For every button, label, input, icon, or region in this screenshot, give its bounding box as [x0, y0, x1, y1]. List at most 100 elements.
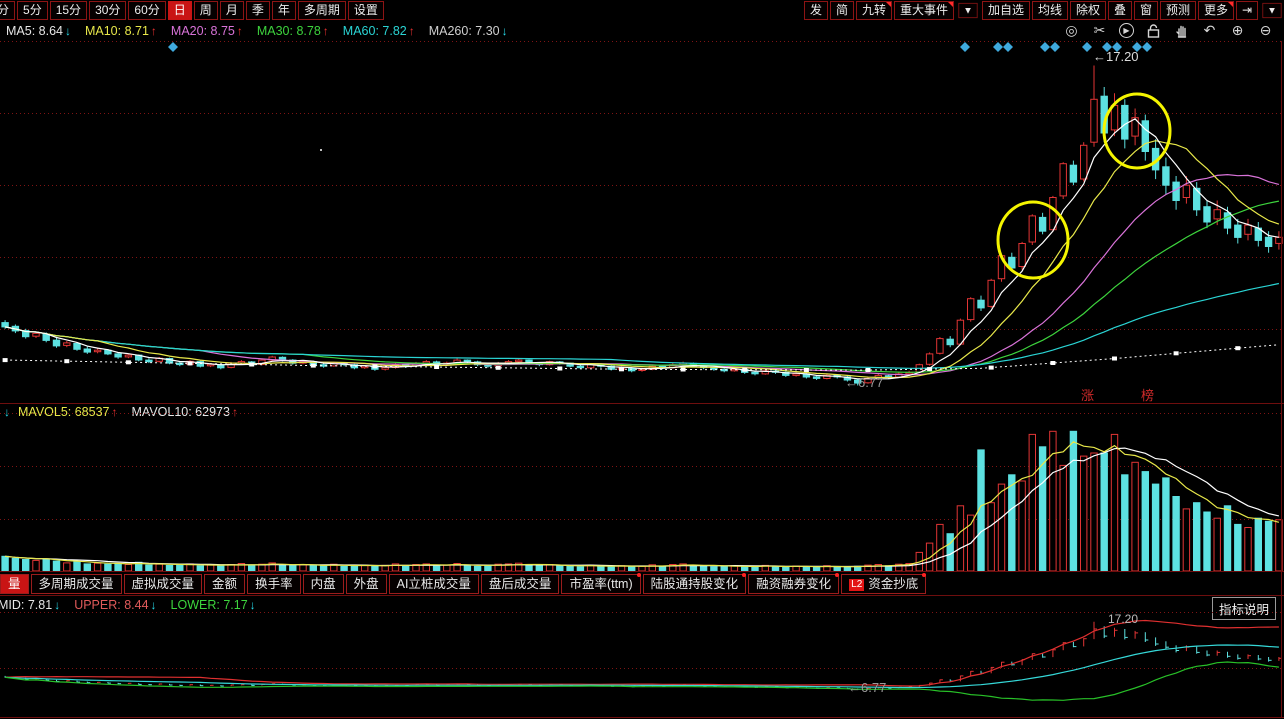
legend-item: MAVOL10: 62973 ↑: [131, 405, 238, 419]
alert-corner-badge: [886, 2, 892, 7]
indicator-tab[interactable]: L2 资金抄底: [841, 573, 927, 594]
period-button-多周期[interactable]: 多周期: [297, 1, 346, 20]
action-button-九转[interactable]: 九转: [856, 1, 893, 20]
rank-label-bang: 榜: [1141, 388, 1155, 403]
down-arrow-icon: ↓: [501, 24, 508, 38]
top-toolbar: 分 5分 15分 30分 60分日周月季年多周期 设置 发简九转 重大事件 ▼ 加自选 均线 除权叠…: [0, 0, 1284, 21]
notification-dot: [922, 573, 927, 577]
chart-tool-strip: ◎ ✂ ▶ ↶ ⊕ ⊖: [1063, 22, 1274, 39]
indicator-tab[interactable]: 外盘: [345, 574, 387, 594]
up-arrow-icon: ↑: [150, 24, 157, 38]
notification-dot: [636, 573, 641, 577]
hand-icon[interactable]: [1173, 22, 1190, 39]
gridline: [0, 519, 1282, 520]
indicator-tab[interactable]: 金额: [204, 574, 246, 594]
indicator-tab[interactable]: 多周期成交量: [30, 574, 122, 594]
action-button-⇥[interactable]: ⇥: [1236, 1, 1259, 20]
period-toolbar: 分 5分 15分 30分 60分日周月季年多周期 设置: [0, 0, 384, 20]
boll-low-label: ←6.77: [848, 680, 887, 695]
lock-icon[interactable]: [1145, 22, 1162, 39]
indicator-tab[interactable]: 盘后成交量: [480, 574, 560, 594]
boll-peak-label: 17.20: [1108, 612, 1139, 626]
volume-bar-chart[interactable]: [0, 408, 1284, 571]
period-button-季[interactable]: 季: [245, 1, 270, 20]
undo-icon[interactable]: ↶: [1203, 22, 1216, 38]
rank-label-zhang: 涨: [1081, 388, 1095, 403]
boll-band-chart[interactable]: [0, 597, 1284, 717]
action-button-caret[interactable]: ▼: [958, 2, 978, 19]
bottom-border: [0, 717, 1284, 718]
indicator-tab-bar: 量多周期成交量 虚拟成交量 金额 换手率 内盘 外盘 AI立桩成交量 盘后成交量 市盈率(ttm…: [0, 573, 1284, 595]
gridline: [0, 329, 1282, 330]
alert-corner-badge: [1228, 2, 1234, 7]
action-button-简[interactable]: 简: [830, 1, 855, 20]
legend-item: MAVOL5: 68537 ↑: [18, 405, 118, 419]
up-arrow-icon: ↑: [322, 24, 329, 38]
indicator-tab[interactable]: 市盈率(ttm): [561, 573, 641, 594]
legend-item: MA60: 7.82 ↑: [342, 24, 415, 38]
low-price-label: ←6.77: [845, 375, 884, 390]
period-button-月[interactable]: 月: [219, 1, 244, 20]
notification-dot: [835, 573, 840, 577]
period-button-5分[interactable]: 5分: [17, 1, 48, 20]
gridline: [0, 413, 1282, 414]
panel-separator: [0, 595, 1284, 596]
period-button-周[interactable]: 周: [193, 1, 218, 20]
scissors-icon[interactable]: ✂: [1093, 22, 1106, 38]
action-button-更多[interactable]: 更多: [1198, 1, 1235, 20]
price-candlestick-chart[interactable]: [0, 41, 1284, 403]
eye-icon[interactable]: ◎: [1065, 22, 1078, 38]
gridline: [0, 113, 1282, 114]
period-button-15分[interactable]: 15分: [49, 1, 88, 20]
gridline: [0, 41, 1282, 42]
gridline: [0, 466, 1282, 467]
zoom-out-icon[interactable]: ⊖: [1259, 22, 1272, 38]
action-button-均线[interactable]: 均线: [1031, 1, 1068, 20]
action-button-发[interactable]: 发: [803, 1, 828, 20]
indicator-tab[interactable]: 换手率: [247, 574, 301, 594]
action-button-窗[interactable]: 窗: [1134, 1, 1159, 20]
indicator-tab[interactable]: 陆股通持股变化: [642, 573, 747, 594]
cursor-dot: [320, 149, 322, 151]
down-arrow-icon: ↓: [150, 598, 157, 612]
period-button-日[interactable]: 日: [167, 1, 192, 20]
gridline: [0, 185, 1282, 186]
volume-legend: ↓ MAVOL5: 68537 ↑ MAVOL10: 62973 ↑: [2, 405, 252, 419]
period-button-30分[interactable]: 30分: [89, 1, 127, 20]
period-button-60分[interactable]: 60分: [128, 1, 166, 20]
action-button-叠[interactable]: 叠: [1107, 1, 1132, 20]
legend-item: MA10: 8.71 ↑: [84, 24, 157, 38]
peak-price-label: ←17.20: [1093, 49, 1139, 64]
action-button-caret[interactable]: ▼: [1262, 2, 1282, 19]
period-button-分[interactable]: 分: [0, 1, 16, 20]
legend-item: LOWER: 7.17 ↓: [170, 598, 256, 612]
down-arrow-icon: ↓: [4, 405, 10, 419]
play-icon[interactable]: ▶: [1119, 23, 1134, 38]
indicator-tab[interactable]: 内盘: [302, 574, 344, 594]
indicator-help-button[interactable]: 指标说明: [1211, 597, 1276, 620]
indicator-tab[interactable]: 融资融券变化: [748, 573, 840, 594]
panel-separator: [0, 403, 1284, 404]
alert-corner-badge: [948, 2, 954, 7]
indicator-tab[interactable]: AI立桩成交量: [388, 574, 479, 594]
up-arrow-icon: ↑: [111, 405, 118, 419]
right-border: [1281, 41, 1282, 717]
action-button-预测[interactable]: 预测: [1160, 1, 1197, 20]
legend-item: UPPER: 8.44 ↓: [74, 598, 157, 612]
up-arrow-icon: ↑: [236, 24, 243, 38]
zoom-in-icon[interactable]: ⊕: [1231, 22, 1244, 38]
action-button-加自选[interactable]: 加自选: [981, 1, 1030, 20]
legend-item: MA260: 7.30 ↓: [428, 24, 508, 38]
notification-dot: [742, 573, 747, 577]
gridline: [0, 257, 1282, 258]
action-button-重大事件[interactable]: 重大事件: [894, 1, 955, 20]
indicator-tab[interactable]: 量: [0, 574, 29, 594]
gridline: [0, 612, 1282, 613]
legend-item: MA20: 8.75 ↑: [170, 24, 243, 38]
legend-item: MID: 7.81 ↓: [0, 598, 61, 612]
indicator-tab[interactable]: 虚拟成交量: [123, 574, 203, 594]
period-button-设置[interactable]: 设置: [347, 1, 384, 20]
action-button-除权[interactable]: 除权: [1069, 1, 1106, 20]
period-button-年[interactable]: 年: [271, 1, 296, 20]
